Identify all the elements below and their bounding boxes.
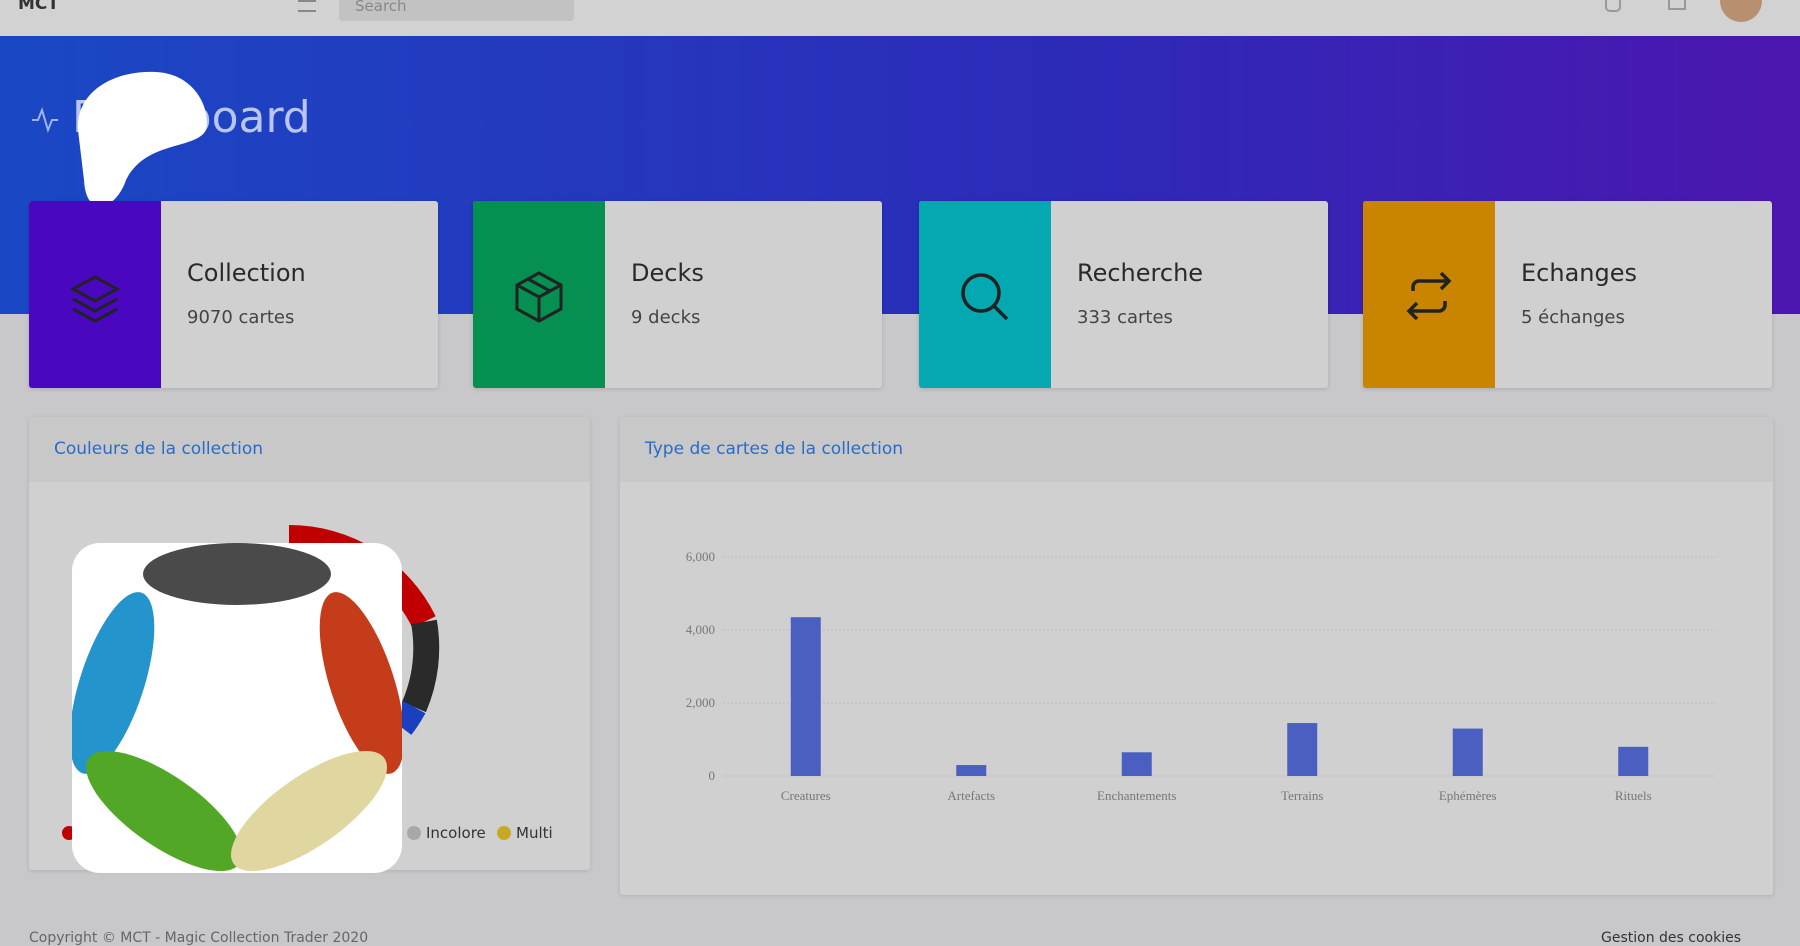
icon	[961, 273, 1009, 321]
x-tick-label: Terrains	[1281, 788, 1323, 803]
panel-header: Type de cartes de la collection	[620, 417, 1773, 482]
card-title: Echanges	[1521, 259, 1637, 287]
bar	[956, 765, 987, 776]
panel-header: Couleurs de la collection	[29, 417, 590, 482]
bar	[1618, 746, 1649, 776]
activity-icon	[32, 106, 58, 134]
cookie-link[interactable]: Gestion des cookies	[1601, 930, 1741, 946]
message-icon[interactable]	[1668, 0, 1686, 10]
card-subtitle: 5 échanges	[1521, 307, 1625, 328]
card-title: Recherche	[1077, 259, 1204, 287]
notification-icon[interactable]	[1605, 0, 1621, 12]
card-subtitle: 9070 cartes	[187, 307, 295, 328]
card-title: Decks	[631, 259, 704, 287]
x-tick-label: Enchantements	[1097, 788, 1176, 803]
y-tick-label: 4,000	[686, 622, 715, 637]
types-panel: Type de cartes de la collection 0 2,000 4,…	[620, 417, 1773, 895]
legend-label: Incolore	[426, 824, 486, 842]
copyright: Copyright © MCT - Magic Collection Trade…	[29, 930, 369, 946]
y-tick-label: 2,000	[686, 695, 715, 710]
icon	[69, 275, 121, 323]
stat-card[interactable]: Echanges 5 échanges	[1363, 201, 1772, 388]
panel-title: Type de cartes de la collection	[645, 439, 904, 459]
stat-card[interactable]: Decks 9 decks	[473, 201, 882, 388]
card-icon	[29, 201, 161, 388]
bar	[1287, 723, 1318, 776]
navbar: MCT Search	[0, 0, 1800, 36]
card-subtitle: 333 cartes	[1077, 307, 1173, 328]
x-tick-label: Artefacts	[947, 788, 995, 803]
brand[interactable]: MCT	[18, 0, 59, 14]
stat-card[interactable]: Collection 9070 cartes	[29, 201, 438, 388]
donut-segment	[390, 700, 426, 735]
search-placeholder: Search	[355, 0, 407, 15]
y-tick-label: 6,000	[686, 549, 715, 564]
bar	[1121, 752, 1152, 776]
legend-marker	[407, 826, 421, 840]
overlay-logo	[72, 543, 402, 873]
menu-toggle[interactable]	[298, 0, 316, 12]
overlay-blob	[77, 71, 207, 207]
bar	[790, 617, 821, 776]
icon	[1406, 271, 1452, 321]
x-tick-label: Ephémères	[1439, 788, 1497, 803]
card-icon	[1363, 201, 1495, 388]
stat-card[interactable]: Recherche 333 cartes	[919, 201, 1328, 388]
legend-label: Multi	[516, 824, 553, 842]
x-tick-label: Rituels	[1615, 788, 1652, 803]
x-tick-label: Creatures	[781, 788, 831, 803]
bar-chart: 0 2,000 4,000 6,000 Creatures Artefacts Enchan…	[686, 549, 1716, 803]
card-icon	[919, 201, 1051, 388]
bar	[1452, 728, 1483, 776]
y-tick-label: 0	[709, 768, 716, 783]
donut-segment	[401, 619, 440, 713]
card-subtitle: 9 decks	[631, 307, 701, 328]
legend-marker	[497, 826, 511, 840]
panel-title: Couleurs de la collection	[54, 439, 264, 459]
avatar[interactable]	[1720, 0, 1762, 22]
icon	[515, 271, 563, 323]
card-icon	[473, 201, 605, 388]
card-title: Collection	[187, 259, 306, 287]
search-box[interactable]: Search	[339, 0, 574, 21]
